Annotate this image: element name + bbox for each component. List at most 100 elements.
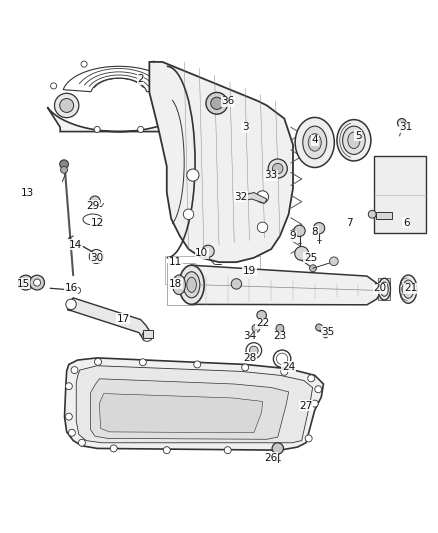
Circle shape [231,279,242,289]
Circle shape [187,169,199,181]
Text: 18: 18 [169,279,182,289]
Circle shape [74,287,81,294]
Circle shape [329,257,338,265]
Circle shape [60,166,67,173]
Circle shape [368,211,376,218]
Bar [378,278,391,300]
Text: 36: 36 [221,96,234,106]
Text: 21: 21 [404,283,417,293]
Text: 7: 7 [346,218,353,228]
Text: 29: 29 [86,200,99,211]
Circle shape [257,310,266,320]
Circle shape [206,92,228,114]
Circle shape [94,126,100,133]
Text: 17: 17 [117,314,130,324]
Text: 15: 15 [17,279,30,289]
Polygon shape [149,62,293,262]
Circle shape [81,61,87,67]
Text: 8: 8 [311,227,318,237]
Text: 3: 3 [242,122,248,132]
Text: 19: 19 [243,266,256,276]
Circle shape [268,159,287,178]
Text: 4: 4 [311,135,318,146]
Ellipse shape [173,275,185,295]
Text: 2: 2 [138,75,144,84]
Polygon shape [143,329,153,338]
Text: 22: 22 [256,318,269,328]
Text: 24: 24 [282,361,295,372]
Ellipse shape [303,126,327,159]
Text: 6: 6 [403,218,410,228]
Text: 34: 34 [243,331,256,341]
Polygon shape [244,192,267,204]
Circle shape [163,447,170,454]
Circle shape [294,225,305,237]
Text: 10: 10 [195,248,208,259]
Polygon shape [99,393,262,433]
Ellipse shape [378,278,391,300]
Polygon shape [191,265,380,305]
Text: 31: 31 [399,122,413,132]
Circle shape [316,324,322,331]
Circle shape [90,196,100,206]
Circle shape [308,375,315,382]
Circle shape [311,400,318,407]
Text: 23: 23 [273,331,286,341]
Ellipse shape [187,277,196,293]
Polygon shape [374,156,426,232]
Ellipse shape [403,280,414,298]
Polygon shape [376,212,392,219]
Circle shape [66,299,76,310]
Circle shape [256,191,268,203]
Text: 28: 28 [243,353,256,363]
Circle shape [272,163,283,174]
Ellipse shape [295,117,334,167]
Circle shape [295,246,309,261]
Ellipse shape [184,272,200,298]
Polygon shape [63,66,175,92]
Text: 12: 12 [91,218,104,228]
Text: 26: 26 [265,453,278,463]
Circle shape [252,325,260,332]
Circle shape [397,118,406,127]
Circle shape [276,445,283,452]
Text: 32: 32 [234,192,247,202]
Circle shape [65,413,72,420]
Circle shape [310,265,317,272]
Ellipse shape [179,265,204,304]
Circle shape [257,222,268,232]
Circle shape [139,359,146,366]
Polygon shape [67,298,152,341]
Bar [165,256,260,284]
Ellipse shape [348,132,360,149]
Ellipse shape [399,275,417,303]
Circle shape [314,223,325,234]
Polygon shape [47,107,191,132]
Text: 13: 13 [21,188,34,198]
Circle shape [185,87,191,93]
Text: 14: 14 [69,240,82,250]
Text: 27: 27 [300,401,313,411]
Text: 20: 20 [374,283,387,293]
Circle shape [18,275,33,290]
Circle shape [22,279,29,286]
Circle shape [30,275,45,290]
Circle shape [71,367,78,374]
Circle shape [151,61,157,67]
Text: 35: 35 [321,327,335,337]
Ellipse shape [343,126,365,155]
Polygon shape [91,379,289,439]
Circle shape [224,447,231,454]
Text: 30: 30 [91,253,104,263]
Circle shape [202,245,214,257]
Circle shape [93,253,100,260]
Circle shape [211,97,223,109]
Ellipse shape [381,282,389,296]
Circle shape [184,209,194,220]
Circle shape [242,364,249,371]
Text: 5: 5 [355,131,362,141]
Circle shape [177,111,183,117]
Bar [167,263,195,305]
Text: 9: 9 [290,231,296,241]
Circle shape [272,443,283,454]
